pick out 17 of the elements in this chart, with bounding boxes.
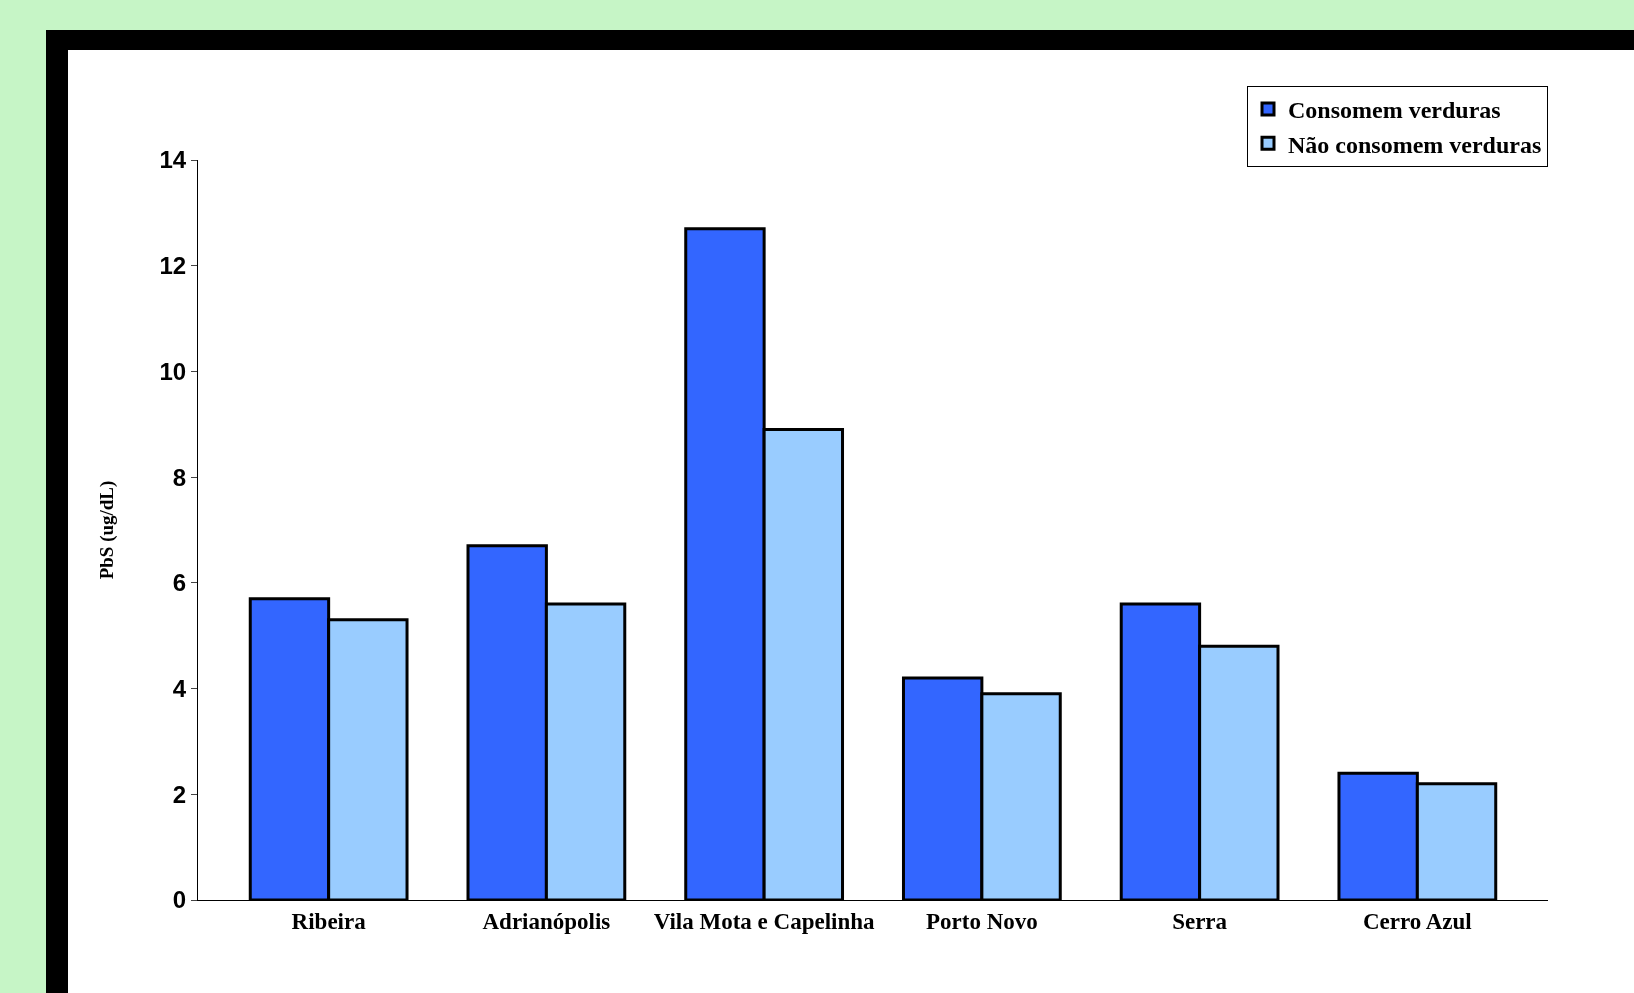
y-tick-label: 8 bbox=[172, 463, 187, 491]
y-tick-label: 2 bbox=[172, 780, 187, 808]
y-tick-label: 4 bbox=[172, 674, 187, 702]
legend-label: Não consomem verduras bbox=[1288, 131, 1542, 158]
x-tick-label: Porto Novo bbox=[925, 908, 1038, 934]
y-tick-label: 14 bbox=[159, 146, 187, 174]
y-tick-label: 6 bbox=[172, 569, 187, 597]
x-tick-label: Vila Mota e Capelinha bbox=[653, 908, 876, 934]
y-tick-label: 0 bbox=[172, 886, 187, 914]
y-tick-label: 10 bbox=[159, 357, 187, 385]
y-tick-label: 12 bbox=[159, 252, 187, 280]
x-tick-label: Adrianópolis bbox=[482, 908, 611, 934]
legend-label: Consomem verduras bbox=[1288, 97, 1501, 124]
x-tick-label: Serra bbox=[1172, 908, 1228, 934]
x-tick-label: Cerro Azul bbox=[1362, 908, 1472, 934]
x-tick-label: Ribeira bbox=[291, 908, 367, 934]
y-axis-title: PbS (ug/dL) bbox=[96, 480, 119, 580]
